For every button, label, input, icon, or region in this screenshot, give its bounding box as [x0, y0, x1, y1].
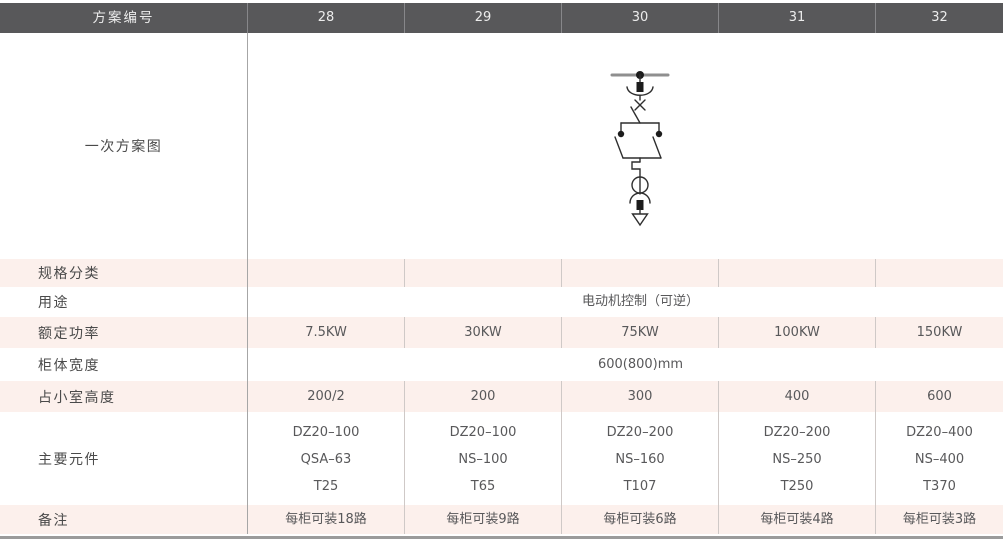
component-line: NS–160: [615, 452, 665, 467]
compartment-height-col-29: 200: [405, 381, 562, 412]
rated-power-col-32: 150KW: [916, 325, 963, 340]
compartment-height-col-31: 400: [719, 381, 876, 412]
component-line: NS–250: [772, 452, 822, 467]
remarks-col-32: 每柜可装3路: [902, 512, 977, 527]
row-rated-power: 额定功率 7.5KW 30KW 75KW 100KW 150KW: [0, 317, 1003, 348]
contactor-blade-right: [652, 136, 662, 159]
table-header-row: 方案编号 28 29 30 31 32: [0, 3, 1003, 33]
contact-dot-right: [655, 130, 663, 138]
row-label-compartment-height: 占小室高度: [0, 381, 248, 412]
header-col-28: 28: [248, 3, 405, 33]
row-label-main-components: 主要元件: [0, 412, 248, 505]
header-scheme-number-label: 方案编号: [0, 3, 248, 33]
main-components-col-28: DZ20–100 QSA–63 T25: [248, 412, 405, 505]
remarks-col-31: 每柜可装4路: [719, 505, 876, 534]
header-col-32: 32: [931, 10, 948, 25]
component-line: DZ20–200: [763, 425, 831, 440]
component-line: NS–400: [914, 452, 965, 467]
outgoing-feeder-arrow: [631, 213, 649, 227]
component-line: QSA–63: [300, 452, 352, 467]
contactor-blade-left: [614, 136, 624, 159]
component-line: T250: [780, 479, 814, 494]
main-components-col-29: DZ20–100 NS–100 T65: [405, 412, 562, 505]
header-col-31: 31: [719, 3, 876, 33]
row-label-primary-diagram: 一次方案图: [0, 33, 248, 259]
spec-category-col-29: [405, 259, 562, 287]
row-main-components: 主要元件 DZ20–100 QSA–63 T25 DZ20–100 NS–100…: [0, 412, 1003, 505]
component-line: NS–100: [458, 452, 508, 467]
compartment-height-col-30: 300: [562, 381, 719, 412]
row-compartment-height: 占小室高度 200/2 200 300 400 600: [0, 381, 1003, 412]
compartment-height-col-32: 600: [927, 389, 952, 404]
remarks-col-30: 每柜可装6路: [562, 505, 719, 534]
spec-category-col-30: [562, 259, 719, 287]
switch-blade: [630, 106, 641, 124]
row-label-rated-power: 额定功率: [0, 317, 248, 348]
header-col-30: 30: [562, 3, 719, 33]
row-label-spec-category: 规格分类: [0, 259, 248, 287]
primary-diagram-cell: [248, 33, 1003, 259]
remarks-col-28: 每柜可装18路: [248, 505, 405, 534]
row-spec-category: 规格分类: [0, 259, 1003, 287]
row-remarks: 备注 每柜可装18路 每柜可装9路 每柜可装6路 每柜可装4路 每柜可装3路: [0, 505, 1003, 534]
row-label-cabinet-width: 柜体宽度: [0, 348, 248, 381]
rated-power-col-31: 100KW: [719, 317, 876, 348]
one-line-diagram-icon: [610, 71, 670, 227]
rated-power-col-28: 7.5KW: [248, 317, 405, 348]
spec-category-col-28: [248, 259, 405, 287]
row-cabinet-width: 柜体宽度 600(800)mm: [0, 348, 1003, 381]
component-line: DZ20–100: [292, 425, 360, 440]
spec-category-col-31: [719, 259, 876, 287]
component-line: DZ20–100: [449, 425, 517, 440]
component-line: DZ20–200: [606, 425, 674, 440]
header-col-29: 29: [405, 3, 562, 33]
component-line: T65: [470, 479, 496, 494]
row-usage: 用途 电动机控制（可逆）: [0, 287, 1003, 317]
rated-power-col-30: 75KW: [562, 317, 719, 348]
component-line: T370: [923, 479, 956, 494]
compartment-height-col-28: 200/2: [248, 381, 405, 412]
drawout-socket-arc: [626, 86, 654, 96]
main-components-col-30: DZ20–200 NS–160 T107: [562, 412, 719, 505]
bottom-rule: [0, 536, 1003, 539]
row-primary-diagram: 一次方案图: [0, 33, 1003, 259]
row-label-usage: 用途: [0, 287, 248, 317]
main-components-col-32: DZ20–400 NS–400 T370: [876, 412, 1003, 505]
drawout-socket-arc-lower: [629, 192, 651, 204]
component-line: DZ20–400: [906, 425, 973, 440]
cabinet-width-value: 600(800)mm: [597, 357, 684, 372]
rated-power-col-29: 30KW: [405, 317, 562, 348]
usage-value: 电动机控制（可逆）: [581, 294, 699, 309]
component-line: T107: [623, 479, 657, 494]
contact-dot-left: [617, 130, 625, 138]
row-label-remarks: 备注: [0, 505, 248, 534]
drawout-pin-lower: [636, 200, 644, 210]
remarks-col-29: 每柜可装9路: [405, 505, 562, 534]
component-line: T25: [313, 479, 339, 494]
thermal-relay-jog: [631, 161, 641, 178]
drawout-pin: [636, 82, 644, 92]
main-components-col-31: DZ20–200 NS–250 T250: [719, 412, 876, 505]
spec-category-col-32: [876, 259, 1003, 287]
